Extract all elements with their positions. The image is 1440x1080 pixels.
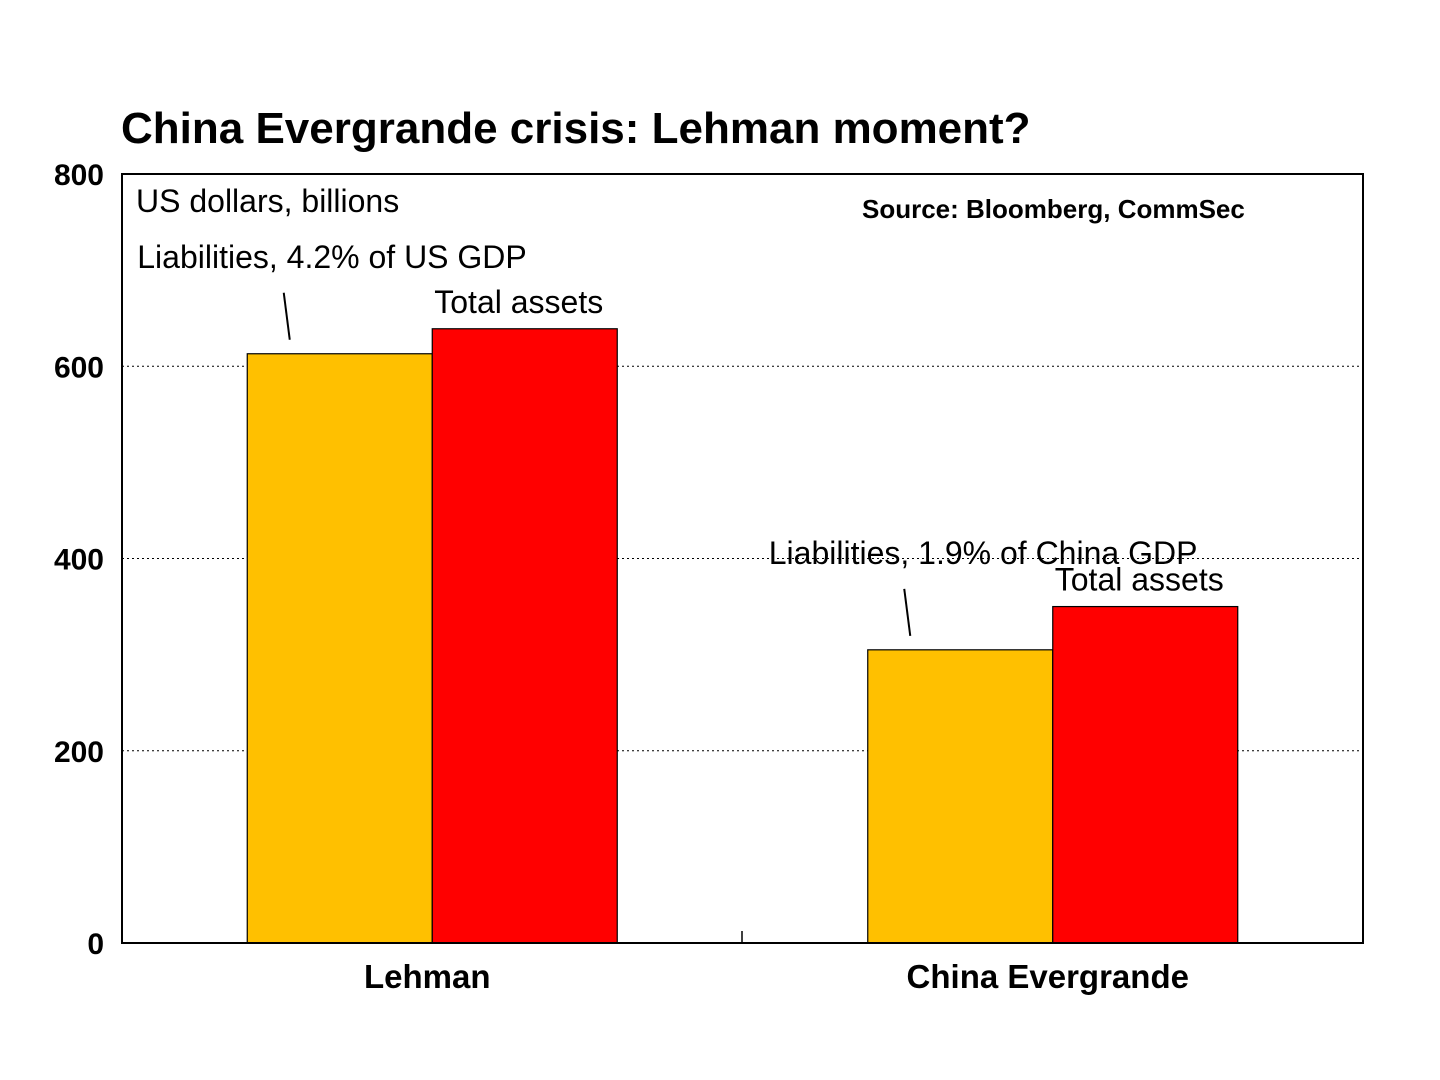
bar-total_assets-1: [1052, 605, 1239, 944]
y-tick-label: 200: [54, 736, 104, 769]
annotation-leader-line: [903, 588, 912, 636]
y-tick-label: 400: [54, 544, 104, 577]
x-axis-ticks: Lehman China Evergrande: [364, 958, 1189, 995]
bar-total_assets-0: [431, 328, 618, 944]
annotation-leader-line: [282, 292, 291, 340]
y-tick-label: 600: [54, 351, 104, 384]
annotation-liabilities-1: Liabilities, 1.9% of China GDP: [769, 535, 1198, 571]
annotation-liabilities-0: Liabilities, 4.2% of US GDP: [137, 239, 527, 275]
annotation-total-assets-0: Total assets: [434, 284, 603, 320]
y-axis-ticks: 0 200 400 600 800: [54, 159, 104, 961]
bar-liabilities-0: [246, 353, 433, 944]
y-tick-label: 0: [87, 928, 104, 961]
unit-note: US dollars, billions: [136, 183, 399, 219]
bar-liabilities-1: [867, 649, 1054, 944]
y-tick-label: 800: [54, 159, 104, 192]
x-tick-label: China Evergrande: [907, 958, 1189, 995]
chart-title: China Evergrande crisis: Lehman moment?: [121, 104, 1031, 153]
x-tick-label: Lehman: [364, 958, 491, 995]
source-note: Source: Bloomberg, CommSec: [862, 194, 1245, 224]
annotation-total-assets-1: Total assets: [1055, 562, 1224, 598]
bars: [246, 328, 1239, 944]
